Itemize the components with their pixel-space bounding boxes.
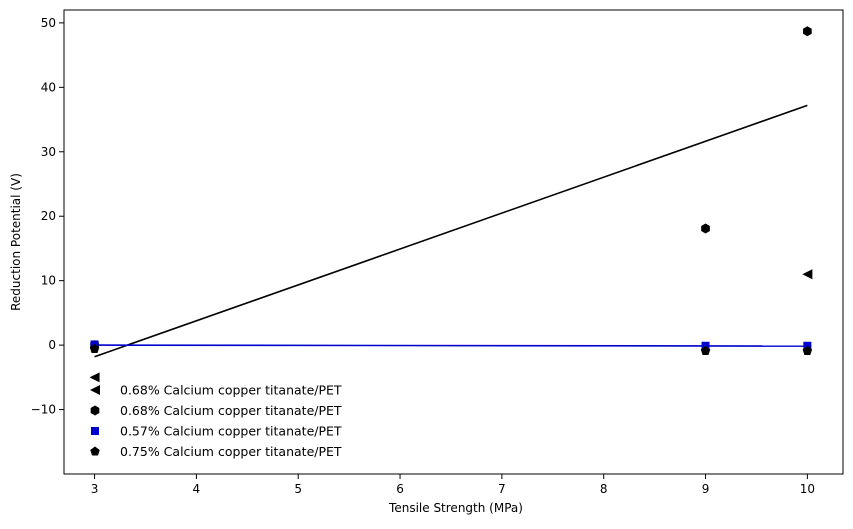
fit-line-2 <box>94 344 808 347</box>
x-tick-label: 4 <box>193 482 201 496</box>
x-tick-label: 5 <box>294 482 302 496</box>
y-tick-label: 10 <box>41 274 56 288</box>
data-point-s1-p1 <box>89 372 100 383</box>
y-tick-label: 20 <box>41 209 56 223</box>
data-point-s2-p2 <box>701 223 710 234</box>
x-tick-label: 6 <box>396 482 404 496</box>
x-axis-label: Tensile Strength (MPa) <box>388 501 523 515</box>
plot-frame <box>63 9 844 475</box>
x-tick-label: 10 <box>800 482 815 496</box>
data-point-s4-p3 <box>802 345 813 355</box>
data-point-s2-p3 <box>803 26 812 37</box>
y-tick-label: −10 <box>31 403 56 417</box>
data-point-s3-p3 <box>803 341 812 350</box>
legend: 0.68% Calcium copper titanate/PET 0.68% C… <box>90 383 342 459</box>
data-point-s3-p2 <box>701 341 710 350</box>
x-tick-label: 8 <box>600 482 608 496</box>
x-tick-label: 3 <box>91 482 99 496</box>
x-tick-label: 7 <box>498 482 506 496</box>
data-point-s4-p2 <box>700 345 711 355</box>
data-point-s4-p1 <box>89 343 100 354</box>
plot-area <box>89 26 813 383</box>
legend-marker-4 <box>90 446 100 456</box>
legend-label-3: 0.57% Calcium copper titanate/PET <box>120 424 342 439</box>
legend-label-1: 0.68% Calcium copper titanate/PET <box>120 383 342 398</box>
legend-marker-3 <box>91 427 99 435</box>
legend-marker-1 <box>90 385 100 395</box>
axis-ticks: 3 4 5 6 7 8 9 10 −10 0 10 20 30 40 50 <box>31 16 815 496</box>
legend-marker-2 <box>90 405 100 416</box>
y-tick-label: 30 <box>41 145 56 159</box>
legend-label-4: 0.75% Calcium copper titanate/PET <box>120 444 342 459</box>
x-tick-label: 9 <box>702 482 710 496</box>
y-tick-label: 0 <box>48 338 56 352</box>
legend-label-2: 0.68% Calcium copper titanate/PET <box>120 403 342 418</box>
y-axis-label: Reduction Potential (V) <box>9 173 23 311</box>
fit-line-1 <box>94 104 808 358</box>
y-tick-label: 50 <box>41 16 56 30</box>
data-point-s1-p2 <box>802 269 813 280</box>
y-tick-label: 40 <box>41 80 56 94</box>
